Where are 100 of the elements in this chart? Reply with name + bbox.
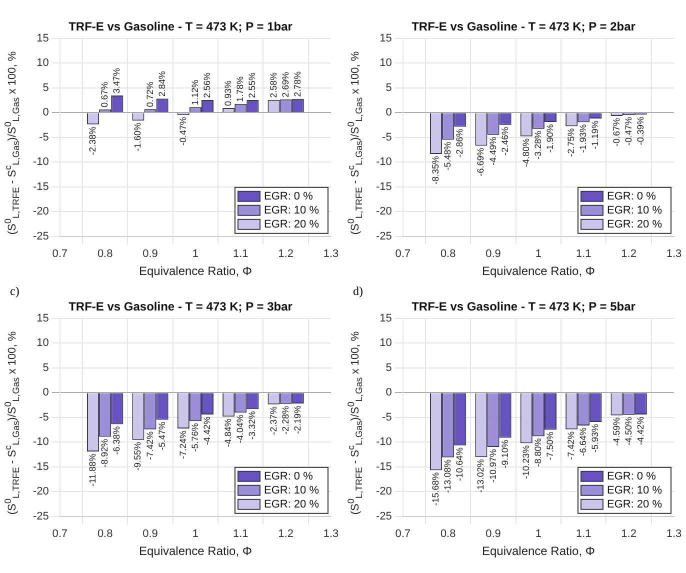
y-tick-label: -20 [32,486,49,498]
data-label: -0.47% [623,116,634,146]
data-label: -10.97% [488,448,498,482]
legend-label: EGR: 10 % [606,484,662,496]
data-label: 2.56% [202,72,212,98]
x-tick-label: 1.1 [576,248,592,260]
data-label: -2.37% [268,406,278,435]
data-label: -15.68% [430,472,441,506]
y-tick-label: 10 [380,337,392,350]
y-tick-label: 0 [42,106,49,119]
x-tick-label: 1 [192,528,199,540]
y-tick-label: -5 [382,411,392,424]
data-label: -6.64% [578,428,588,456]
data-label: -7.50% [544,432,555,460]
y-tick-label: 15 [36,312,49,324]
data-label: -4.50% [623,416,634,446]
data-label: -2.46% [500,126,510,156]
y-tick-label: -10 [376,436,392,448]
y-tick-label: 5 [386,82,392,94]
legend-label: EGR: 10 % [264,484,320,496]
data-label: -4.59% [611,417,622,446]
data-label: -2.86% [454,128,465,158]
legend-label: EGR: 0 % [606,190,656,202]
data-label: -4.80% [520,138,531,167]
x-tick-label: 1.2 [278,248,294,260]
x-tick-label: 1.1 [576,528,592,540]
data-label: -0.47% [178,116,188,146]
data-label: -2.28% [280,406,290,434]
x-tick-label: 0.7 [395,248,411,260]
chart-title: TRF-E vs Gasoline - T = 473 K; P = 1bar [68,20,293,34]
legend-label: EGR: 10 % [606,204,662,216]
data-label: -13.08% [442,459,453,493]
x-tick-label: 1.3 [666,248,682,260]
y-tick-label: 15 [36,32,49,44]
data-label: 0.93% [223,80,234,106]
y-tick-label: 10 [36,57,49,70]
data-label: 1.12% [190,80,200,106]
data-label: -6.38% [112,426,122,455]
x-tick-label: 1 [192,248,199,260]
data-label: -1.19% [590,120,600,150]
data-label: -5.48% [442,142,453,170]
x-tick-label: 1 [535,248,542,260]
data-label: 1.78% [235,76,246,102]
y-tick-label: 5 [42,362,49,374]
legend-label: EGR: 20 % [264,218,320,230]
data-label: -4.42% [635,416,646,446]
y-tick-label: -5 [39,411,49,424]
data-label: -1.60% [132,122,143,152]
x-tick-label: 0.8 [440,528,456,540]
y-tick-label: -15 [376,180,392,193]
data-label: -9.55% [132,442,143,470]
data-label: 2.55% [247,72,258,98]
data-label: -3.28% [532,130,543,160]
y-tick-label: -25 [376,510,392,522]
data-label: -8.80% [532,438,543,467]
x-tick-label: 0.8 [97,248,113,260]
data-label: -5.93% [590,424,600,453]
data-label: -5.47% [156,422,167,450]
data-label: -7.42% [144,431,155,460]
x-tick-label: 0.7 [52,528,68,540]
x-axis-title: Equivalence Ratio, Φ [138,544,252,558]
data-label: -2.19% [292,405,302,434]
data-label: -4.04% [235,414,246,444]
y-tick-label: -10 [32,156,49,168]
y-tick-label: 10 [380,57,392,70]
x-tick-label: 0.8 [440,248,456,260]
x-tick-label: 1.3 [666,528,682,540]
x-tick-label: 0.7 [52,248,68,260]
y-tick-label: 0 [386,106,392,119]
y-tick-label: -5 [39,131,49,144]
chart-title: TRF-E vs Gasoline - T = 473 K; P = 5bar [412,300,636,314]
x-axis-title: Equivalence Ratio, Φ [482,264,595,278]
data-label: -4.49% [488,136,498,166]
y-tick-label: 5 [42,82,49,94]
legend-label: EGR: 0 % [264,470,314,482]
y-tick-label: -5 [382,131,392,144]
y-tick-label: -20 [376,486,392,498]
legend-label: EGR: 20 % [606,218,662,230]
y-tick-label: -25 [32,510,49,522]
x-tick-label: 0.9 [142,528,158,540]
data-label: -7.24% [178,430,188,460]
y-tick-label: 15 [380,312,392,324]
y-tick-label: 15 [380,32,392,44]
x-tick-label: 1.2 [278,528,294,540]
y-tick-label: -15 [32,180,49,193]
data-label: -11.88% [88,453,98,486]
legend-label: EGR: 10 % [264,204,320,216]
data-label: -0.39% [635,116,646,146]
data-label: -1.93% [578,124,588,153]
y-tick-label: -20 [376,206,392,218]
x-tick-label: 1.2 [621,528,636,540]
data-label: -4.42% [202,416,212,446]
data-label: -10.64% [454,447,465,481]
x-axis-title: Equivalence Ratio, Φ [482,544,595,558]
data-label: 2.84% [156,71,167,97]
y-tick-label: -10 [376,156,392,168]
data-label: -13.02% [476,459,486,493]
y-tick-label: -25 [376,230,392,242]
x-tick-label: 0.7 [395,528,411,540]
data-label: -9.10% [500,440,510,468]
